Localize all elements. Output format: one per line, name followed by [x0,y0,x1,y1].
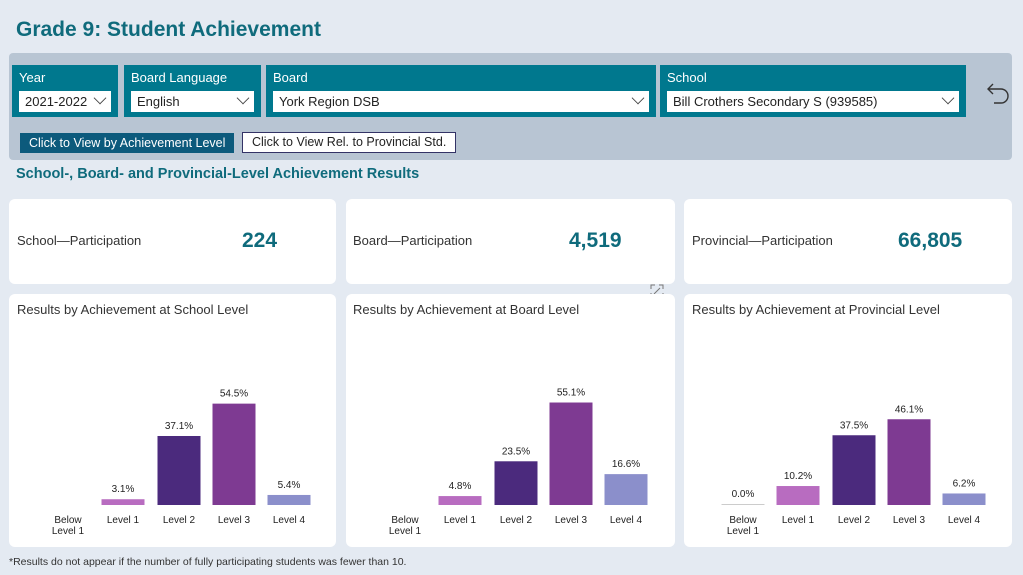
provincial-participation-card: Provincial—Participation 66,805 [684,199,1012,284]
school-participation-value: 224 [242,229,278,252]
school-participation-label: School—Participation [17,233,142,248]
bar-level-2[interactable] [157,435,201,505]
board-filter: Board York Region DSB [266,65,656,117]
bar-level-4[interactable] [267,494,311,505]
bar-level-1[interactable] [101,499,145,505]
bar-level-2[interactable] [494,461,538,505]
data-label: 23.5% [502,446,530,457]
tick-label: Level 1 [107,515,140,526]
filter-bar: Year 2021-2022 Board Language English Bo… [9,53,1012,160]
data-label: 46.1% [895,404,923,415]
provincial-participation-label: Provincial—Participation [692,233,833,248]
chevron-down-icon [236,91,250,105]
language-filter: Board Language English [124,65,261,117]
data-label: 55.1% [557,388,585,399]
year-filter: Year 2021-2022 [12,65,118,117]
data-label: 6.2% [953,478,976,489]
tick-label: Level 1 [782,515,815,526]
view-by-level-button[interactable]: Click to View by Achievement Level [20,133,235,153]
tick-label: Level 4 [610,515,643,526]
bar-level-3[interactable] [212,403,256,505]
tick-label: Level 1 [727,526,760,537]
school-value: Bill Crothers Secondary S (939585) [673,94,878,109]
tick-label: Level 3 [218,515,251,526]
tick-label: Level 3 [555,515,588,526]
footnote: *Results do not appear if the number of … [9,556,407,568]
tick-label: Level 2 [163,515,196,526]
tick-label: Level 4 [273,515,306,526]
data-label: 10.2% [784,471,812,482]
tick-label: Level 2 [838,515,871,526]
data-label: 37.1% [165,421,193,432]
tick-label: Level 1 [52,526,85,537]
board-select[interactable]: York Region DSB [273,91,649,112]
expand-icon[interactable] [650,284,664,298]
chevron-down-icon [93,91,107,105]
board-level-chart: Results by Achievement at Board Level Be… [346,294,675,547]
provincial-level-chart: Results by Achievement at Provincial Lev… [684,294,1012,547]
chart-title: Results by Achievement at Provincial Lev… [692,302,940,317]
language-label: Board Language [131,70,228,85]
bar-level-3[interactable] [887,419,931,505]
chart-title: Results by Achievement at School Level [17,302,249,317]
provincial-participation-value: 66,805 [898,229,963,252]
school-filter: School Bill Crothers Secondary S (939585… [660,65,966,117]
tick-label: Level 4 [948,515,981,526]
bar-level-1[interactable] [438,496,482,505]
section-title: School-, Board- and Provincial-Level Ach… [16,166,420,182]
board-participation-value: 4,519 [569,229,622,252]
chevron-down-icon [631,91,645,105]
data-label: 0.0% [732,489,755,500]
school-participation-card: School—Participation 224 [9,199,336,284]
board-label: Board [273,70,308,85]
year-label: Year [19,70,46,85]
data-label: 37.5% [840,420,868,431]
board-participation-label: Board—Participation [353,233,473,248]
bar-level-4[interactable] [942,493,986,505]
tick-label: Level 1 [444,515,477,526]
bar-below-level-1[interactable] [721,504,765,505]
tick-label: Level 1 [389,526,422,537]
bar-level-3[interactable] [549,402,593,505]
bar-level-4[interactable] [604,474,648,505]
board-participation-card: Board—Participation 4,519 [346,199,675,284]
school-level-chart: Results by Achievement at School Level B… [9,294,336,547]
view-rel-provincial-button[interactable]: Click to View Rel. to Provincial Std. [242,132,457,153]
data-label: 54.5% [220,389,248,400]
year-value: 2021-2022 [25,94,88,109]
data-label: 16.6% [612,459,640,470]
undo-icon[interactable] [983,75,1015,107]
data-label: 5.4% [278,480,301,491]
chart-title: Results by Achievement at Board Level [353,302,580,317]
tick-label: Below [54,515,82,526]
language-value: English [137,94,180,109]
bar-level-2[interactable] [832,435,876,505]
bar-level-1[interactable] [776,486,820,505]
tick-label: Below [729,515,757,526]
tick-label: Level 2 [500,515,533,526]
data-label: 4.8% [449,481,472,492]
tick-label: Below [391,515,419,526]
school-select[interactable]: Bill Crothers Secondary S (939585) [667,91,959,112]
board-value: York Region DSB [279,94,380,109]
page-title: Grade 9: Student Achievement [16,18,321,41]
data-label: 3.1% [112,484,135,495]
tick-label: Level 3 [893,515,926,526]
language-select[interactable]: English [131,91,254,112]
school-label: School [667,70,707,85]
year-select[interactable]: 2021-2022 [19,91,111,112]
chevron-down-icon [941,91,955,105]
